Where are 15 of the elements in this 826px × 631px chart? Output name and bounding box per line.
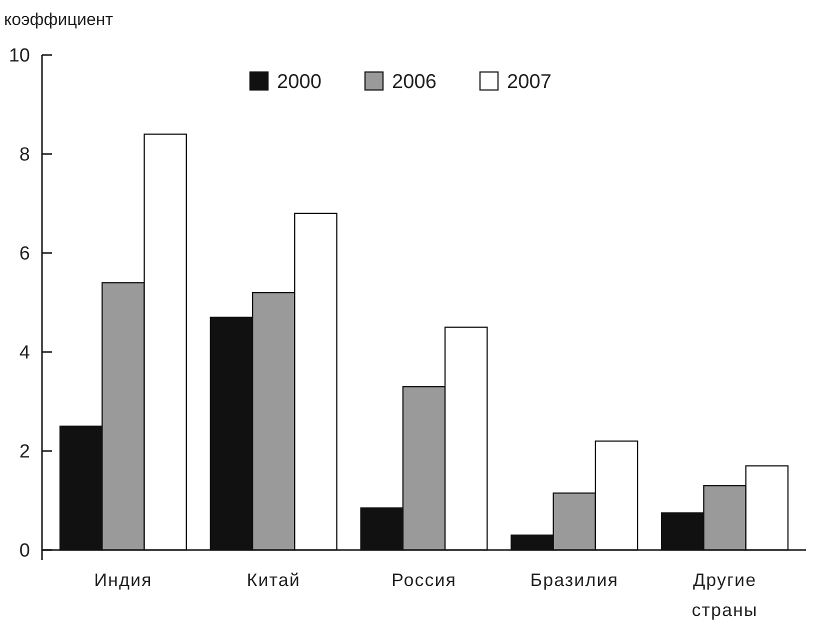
legend-label: 2007 [507, 71, 552, 93]
x-tick-label: Россия [391, 570, 457, 590]
x-tick-label: Другие страны [692, 570, 758, 620]
y-tick-label: 2 [19, 442, 30, 463]
y-tick-label: 10 [8, 46, 30, 67]
y-axis-title: коэффициент [4, 10, 114, 29]
y-tick-label: 4 [19, 342, 30, 364]
x-tick-label: Индия [94, 570, 152, 590]
legend-label: 2000 [277, 71, 322, 93]
legend-label: 2006 [392, 71, 436, 93]
x-tick-label: Китай [246, 570, 300, 590]
y-tick-label: 8 [19, 144, 30, 166]
y-tick-label: 0 [19, 540, 30, 562]
x-tick-label: Бразилия [530, 570, 619, 590]
y-tick-label: 6 [19, 244, 30, 265]
